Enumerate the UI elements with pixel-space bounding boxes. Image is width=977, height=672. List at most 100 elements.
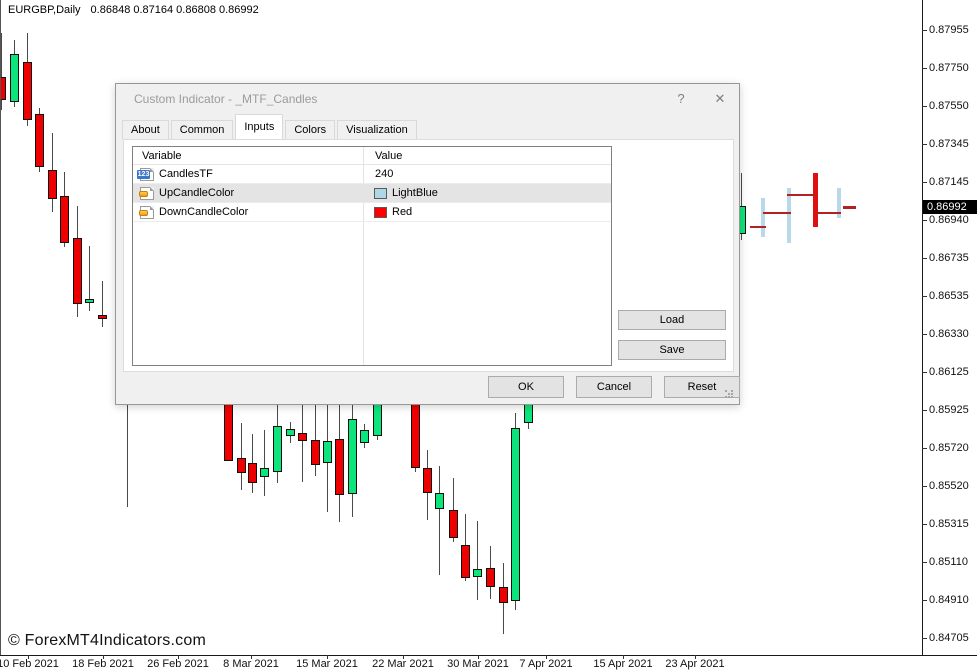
- candle-body: [499, 587, 508, 603]
- date-tick: [178, 655, 179, 659]
- candle-wick: [89, 246, 90, 311]
- column-header-variable: Variable: [142, 150, 182, 162]
- custom-indicator-dialog: Custom Indicator - _MTF_Candles ? ✕ Abou…: [115, 83, 740, 405]
- candle-body: [60, 196, 69, 243]
- param-row-downcandlecolor[interactable]: DownCandleColor Red: [133, 203, 611, 222]
- price-axis-label: 0.85925: [929, 404, 969, 416]
- date-axis-label: 15 Apr 2021: [593, 658, 653, 670]
- chart-left-border: [0, 0, 1, 655]
- mtf-overlay-bar: [837, 188, 841, 218]
- candle-wick: [439, 466, 440, 575]
- price-axis-label: 0.86735: [929, 252, 969, 264]
- date-tick: [103, 655, 104, 659]
- candle-body: [298, 433, 307, 441]
- price-tick: [922, 30, 927, 31]
- price-tick: [922, 106, 927, 107]
- icon-color-blob: [139, 191, 148, 197]
- price-tick: [922, 638, 927, 639]
- mtf-overlay-bar: [813, 173, 818, 227]
- mtf-overlay-line: [787, 194, 816, 196]
- date-axis-label: 8 Mar 2021: [223, 658, 279, 670]
- column-header-value: Value: [375, 150, 403, 162]
- param-row-upcandlecolor[interactable]: UpCandleColor LightBlue: [133, 184, 611, 203]
- tab-visualization[interactable]: Visualization: [337, 120, 417, 139]
- tab-about[interactable]: About: [122, 120, 169, 139]
- dialog-titlebar[interactable]: Custom Indicator - _MTF_Candles ? ✕: [116, 84, 739, 113]
- price-tick: [922, 68, 927, 69]
- price-tick: [922, 296, 927, 297]
- candle-body: [23, 62, 32, 120]
- cancel-button[interactable]: Cancel: [576, 376, 652, 398]
- params-table: Variable Value 123 CandlesTF 240 UpCandleCo…: [132, 146, 612, 366]
- candle-body: [486, 568, 495, 587]
- ohlc-values: 0.86848 0.87164 0.86808 0.86992: [90, 4, 259, 16]
- color-input-icon: [137, 206, 154, 219]
- candle-wick: [477, 521, 478, 600]
- param-row-candlestf[interactable]: 123 CandlesTF 240: [133, 165, 611, 184]
- mtf-overlay-line: [814, 212, 841, 214]
- candle-body: [10, 54, 19, 102]
- candle-body: [423, 468, 432, 493]
- date-tick: [478, 655, 479, 659]
- reset-button[interactable]: Reset: [664, 376, 740, 398]
- dialog-title: Custom Indicator - _MTF_Candles: [134, 92, 318, 106]
- resize-grip-icon[interactable]: [725, 390, 727, 392]
- price-axis-line: [922, 0, 923, 655]
- price-tick: [922, 144, 927, 145]
- date-tick: [695, 655, 696, 659]
- date-axis-label: 7 Apr 2021: [519, 658, 573, 670]
- candle-body: [411, 400, 420, 468]
- price-tick: [922, 182, 927, 183]
- mtf-overlay-bar: [761, 198, 765, 237]
- candle-body: [435, 493, 444, 509]
- price-axis-label: 0.87550: [929, 100, 969, 112]
- price-tick: [922, 600, 927, 601]
- price-tick: [922, 410, 927, 411]
- numeric-input-icon: 123: [137, 168, 154, 181]
- save-button[interactable]: Save: [618, 340, 726, 360]
- candle-wick: [241, 423, 242, 490]
- price-axis-label: 0.85110: [929, 556, 968, 568]
- date-axis-label: 30 Mar 2021: [447, 658, 509, 670]
- ok-button[interactable]: OK: [488, 376, 564, 398]
- dialog-close-button[interactable]: ✕: [714, 91, 726, 106]
- param-rows: 123 CandlesTF 240 UpCandleColor LightBlue Dow…: [133, 165, 611, 222]
- tab-common[interactable]: Common: [170, 120, 234, 139]
- date-axis-label: 15 Mar 2021: [296, 658, 358, 670]
- current-price-badge: 0.86992: [923, 200, 977, 214]
- inputs-tab-pane: Variable Value 123 CandlesTF 240 UpCandleCo…: [123, 139, 734, 372]
- price-tick: [922, 372, 927, 373]
- column-divider: [363, 147, 364, 365]
- dialog-help-button[interactable]: ?: [677, 91, 685, 106]
- candle-body: [237, 458, 246, 473]
- tab-inputs[interactable]: Inputs: [235, 114, 284, 139]
- icon-123-badge: 123: [137, 170, 150, 179]
- price-axis-label: 0.84705: [929, 632, 969, 644]
- price-axis-label: 0.85520: [929, 480, 969, 492]
- date-axis-label: 22 Mar 2021: [372, 658, 434, 670]
- candle-body: [311, 440, 320, 465]
- candle-body: [286, 429, 295, 436]
- date-axis-label: 26 Feb 2021: [147, 658, 209, 670]
- mtf-overlay-bar: [787, 188, 791, 243]
- price-axis-label: 0.85720: [929, 442, 969, 454]
- candle-body: [373, 400, 382, 436]
- candle-body: [260, 468, 269, 477]
- param-name: UpCandleColor: [159, 187, 235, 199]
- param-value[interactable]: 240: [375, 168, 394, 180]
- date-tick: [28, 655, 29, 659]
- mtf-overlay-line: [843, 206, 856, 209]
- load-button[interactable]: Load: [618, 310, 726, 330]
- icon-fold-corner: [150, 206, 154, 210]
- candle-body: [323, 441, 332, 463]
- color-swatch: [374, 188, 387, 199]
- param-value[interactable]: Red: [392, 206, 413, 218]
- param-value[interactable]: LightBlue: [392, 187, 438, 199]
- time-axis-line: [0, 655, 977, 656]
- tab-colors[interactable]: Colors: [285, 120, 336, 139]
- candle-body: [449, 510, 458, 538]
- price-tick: [922, 258, 927, 259]
- candle-body: [98, 315, 107, 319]
- candle-body: [335, 439, 344, 495]
